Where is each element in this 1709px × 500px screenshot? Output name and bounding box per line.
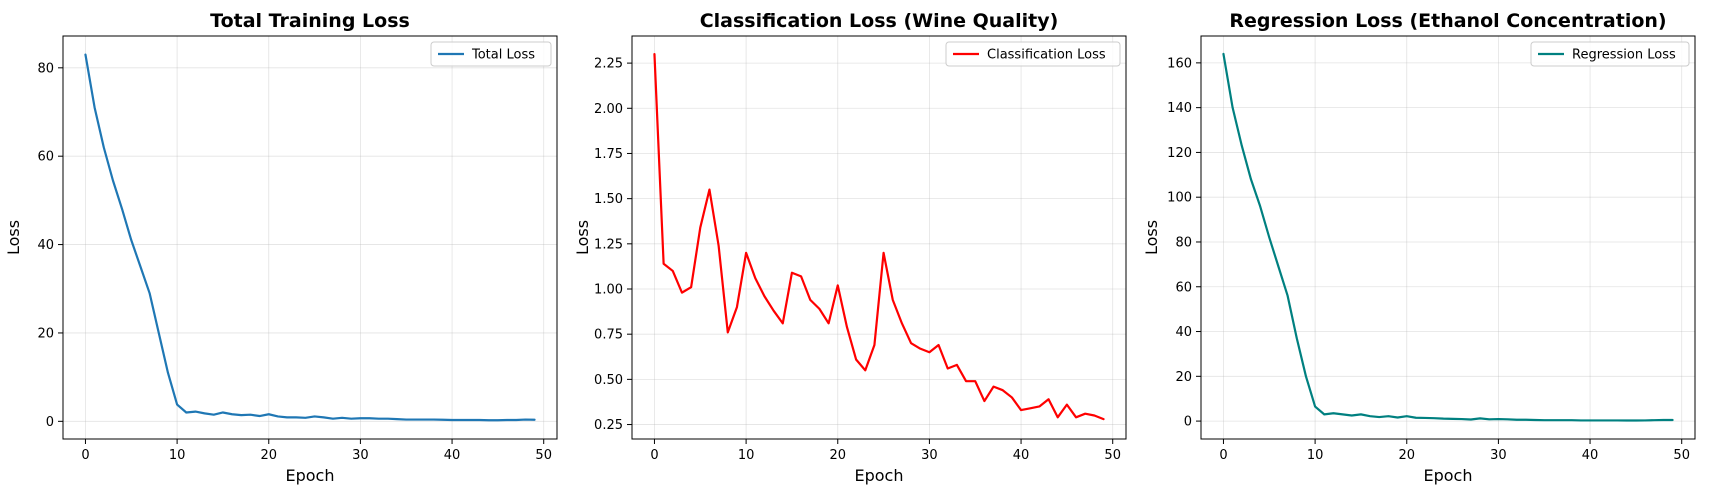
x-tick-label: 0 (1219, 448, 1227, 463)
legend: Regression Loss (1530, 41, 1690, 67)
plot-frame (631, 35, 1127, 440)
y-tick-label: 0.25 (594, 418, 623, 433)
chart-title: Classification Loss (Wine Quality) (700, 10, 1059, 32)
legend-box (945, 41, 1121, 67)
y-tick-label: 20 (1175, 370, 1192, 385)
y-tick-label: 2.00 (594, 102, 623, 117)
series-line-0 (1222, 52, 1674, 422)
y-tick-label: 1.00 (594, 283, 623, 298)
y-tick-label: 100 (1167, 191, 1192, 206)
x-tick-label: 40 (1582, 448, 1599, 463)
total-loss-panel: 0 10 20 30 40 50 0 20 40 60 80 Total Training Loss E… (4, 10, 558, 485)
y-tick-label: 0 (1184, 415, 1192, 430)
y-tick-label: 60 (37, 150, 54, 165)
series-line-0 (84, 53, 536, 422)
y-tick-label: 1.75 (594, 147, 623, 162)
x-axis-label: Epoch (286, 466, 335, 485)
x-tick-label: 30 (352, 448, 369, 463)
x-tick-label: 50 (1104, 448, 1121, 463)
y-axis-label: Loss (4, 220, 23, 255)
legend-box (1530, 41, 1690, 67)
legend-label-0: Regression Loss (1572, 48, 1676, 63)
x-axis-label: Epoch (855, 466, 904, 485)
y-tick-label: 0.50 (594, 373, 623, 388)
y-tick-label: 0.75 (594, 328, 623, 343)
plot-frame (1200, 35, 1696, 440)
x-tick-label: 30 (1490, 448, 1507, 463)
x-axis-label: Epoch (1424, 466, 1473, 485)
y-tick-label: 60 (1175, 280, 1192, 295)
x-tick-label: 50 (535, 448, 552, 463)
x-tick-label: 0 (81, 448, 89, 463)
x-tick-label: 10 (1307, 448, 1324, 463)
x-tick-label: 10 (738, 448, 755, 463)
y-tick-label: 80 (1175, 235, 1192, 250)
y-tick-label: 140 (1167, 101, 1192, 116)
x-tick-label: 20 (260, 448, 277, 463)
y-tick-label: 160 (1167, 56, 1192, 71)
legend-label-0: Classification Loss (987, 48, 1106, 63)
x-tick-label: 0 (650, 448, 658, 463)
y-axis-label: Loss (1142, 220, 1161, 255)
y-tick-label: 1.50 (594, 192, 623, 207)
y-tick-label: 0 (46, 415, 54, 430)
x-tick-label: 40 (1013, 448, 1030, 463)
y-tick-label: 20 (37, 326, 54, 341)
chart-title: Total Training Loss (210, 10, 410, 32)
y-tick-label: 120 (1167, 146, 1192, 161)
legend-box (430, 41, 552, 67)
y-axis-label: Loss (573, 220, 592, 255)
legend: Classification Loss (945, 41, 1121, 67)
classification-loss-panel: 0 10 20 30 40 50 0.25 0.50 0.75 1.00 1.25 1.50 1.75 2… (573, 10, 1127, 485)
y-tick-label: 80 (37, 61, 54, 76)
plot-frame (62, 35, 558, 440)
series-line-0 (653, 52, 1105, 421)
chart-title: Regression Loss (Ethanol Concentration) (1229, 10, 1666, 32)
x-tick-label: 20 (829, 448, 846, 463)
y-tick-label: 1.25 (594, 237, 623, 252)
legend-label-0: Total Loss (471, 48, 535, 63)
x-tick-label: 40 (444, 448, 461, 463)
regression-loss-panel: 0 10 20 30 40 50 0 20 40 60 80 100 120 140 160 Regressi… (1142, 10, 1696, 485)
y-tick-label: 2.25 (594, 57, 623, 72)
x-tick-label: 30 (921, 448, 938, 463)
y-tick-label: 40 (1175, 325, 1192, 340)
x-tick-label: 10 (169, 448, 186, 463)
y-tick-label: 40 (37, 238, 54, 253)
legend: Total Loss (430, 41, 552, 67)
x-tick-label: 50 (1673, 448, 1690, 463)
x-tick-label: 20 (1398, 448, 1415, 463)
